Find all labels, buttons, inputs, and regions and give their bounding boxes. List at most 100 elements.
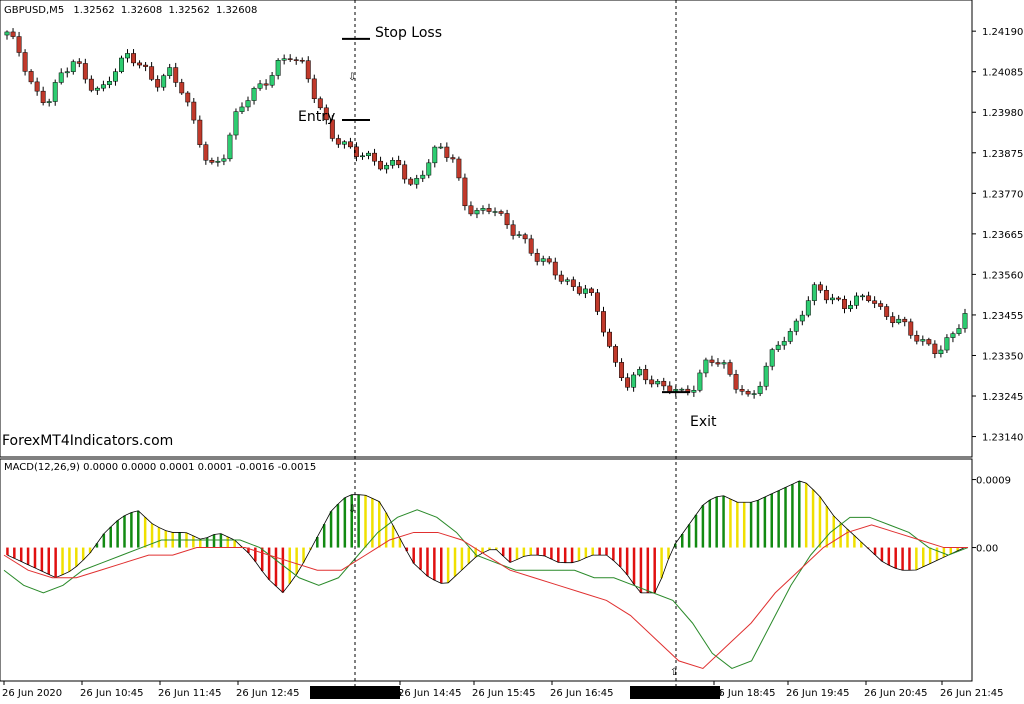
- y-tick-label: 1.23770: [982, 189, 1023, 200]
- x-tick-label: 26 Jun 10:45: [80, 688, 144, 699]
- watermark: ForexMT4Indicators.com: [2, 433, 173, 449]
- up-arrow-icon: ⇧: [670, 667, 678, 678]
- candle-body: [733, 374, 739, 390]
- candle-body: [691, 389, 697, 393]
- candle-body: [119, 57, 124, 72]
- candle-body: [106, 80, 112, 85]
- candle-body: [697, 372, 703, 391]
- candle-body: [588, 288, 594, 293]
- candle-body: [390, 160, 396, 166]
- candle-body: [143, 64, 149, 67]
- price-y-axis: 1.24190 1.24085 1.23980 1.23875 1.23770 1.236…: [972, 27, 1023, 444]
- candle-body: [426, 162, 432, 176]
- exit-label: Exit: [690, 414, 717, 430]
- candle-body: [414, 178, 420, 185]
- candle-body: [233, 111, 239, 136]
- candle-body: [655, 380, 661, 385]
- y-tick-label: 1.23665: [982, 230, 1023, 241]
- stop-loss-marker: [342, 37, 690, 394]
- candle-body: [516, 234, 522, 236]
- candle-body: [703, 359, 709, 374]
- signal-line: [3, 524, 968, 670]
- candle-body: [878, 303, 884, 307]
- candle-body: [829, 297, 835, 301]
- candle-body: [287, 58, 293, 60]
- candle-body: [486, 208, 492, 212]
- candle-body: [215, 160, 221, 163]
- candle-body: [94, 87, 100, 91]
- x-tick-label: 26 Jun 11:45: [158, 688, 222, 699]
- candle-body: [787, 331, 793, 342]
- candle-body: [745, 391, 751, 395]
- candle-body: [372, 152, 377, 162]
- candle-body: [842, 298, 847, 309]
- macd-y-axis: 0.0009 0.00: [972, 476, 1011, 555]
- candle-body: [329, 119, 335, 139]
- candle-body: [125, 53, 130, 59]
- candle-body: [88, 78, 94, 91]
- candle-body: [607, 331, 612, 347]
- candle-body: [558, 274, 564, 282]
- candle-body: [661, 380, 667, 387]
- x-tick-label: 26 Jun 2020: [2, 688, 62, 699]
- x-tick-label: 26 Jun 16:45: [550, 688, 614, 699]
- candle-body: [245, 100, 251, 108]
- candle-body: [926, 339, 932, 345]
- candle-body: [462, 177, 468, 207]
- candle-body: [155, 79, 161, 88]
- y-tick-label: 1.23560: [982, 270, 1023, 281]
- x-tick-label: 26 Jun 14:45: [398, 688, 462, 699]
- candle-body: [311, 78, 317, 99]
- candle-body: [528, 238, 534, 254]
- candle-body: [848, 305, 853, 309]
- candle-body: [570, 279, 576, 287]
- candle-body: [950, 333, 956, 338]
- candle-body: [631, 374, 637, 388]
- time-x-axis: 26 Jun 2020 26 Jun 10:45 26 Jun 11:45 26 Ju…: [2, 681, 1004, 699]
- candle-body: [522, 234, 528, 240]
- macd-header: MACD(12,26,9) 0.0000 0.0000 0.0001 0.000…: [4, 462, 316, 473]
- candle-body: [438, 146, 444, 149]
- candle-body: [100, 84, 106, 89]
- candle-body: [299, 59, 305, 62]
- candle-body: [293, 59, 299, 61]
- candle-body: [179, 82, 185, 94]
- candle-body: [456, 158, 462, 179]
- candle-body: [113, 71, 118, 82]
- y-tick-label: 1.23245: [982, 392, 1023, 403]
- candle-body: [137, 62, 143, 66]
- candle-body: [341, 141, 347, 145]
- candle-body: [167, 67, 173, 76]
- candle-body: [76, 61, 82, 64]
- candle-body: [70, 61, 76, 72]
- candle-body: [854, 295, 859, 306]
- candle-body: [64, 71, 70, 74]
- x-tick-label: 26 Jun 15:45: [472, 688, 536, 699]
- candle-body: [347, 141, 353, 148]
- candle-body: [902, 318, 908, 323]
- entry-label: Entry: [298, 109, 335, 125]
- candle-body: [209, 159, 215, 163]
- candle-body: [281, 58, 287, 61]
- candle-body: [613, 346, 618, 363]
- candle-body: [450, 157, 456, 160]
- candle-body: [727, 362, 733, 375]
- candle-body: [962, 313, 968, 329]
- candle-body: [239, 106, 245, 112]
- candle-body: [444, 146, 450, 158]
- candle-body: [582, 288, 588, 294]
- macd-y-tick-label: 0.00: [976, 544, 998, 555]
- candle-body: [317, 98, 323, 109]
- candle-body: [360, 155, 365, 158]
- candle-body: [28, 71, 34, 83]
- x-tick-label: 26 Jun 19:45: [786, 688, 850, 699]
- candle-body: [932, 343, 938, 355]
- candle-body: [384, 164, 390, 170]
- candle-body: [540, 258, 546, 262]
- candle-body: [595, 292, 600, 312]
- candle-body: [40, 90, 46, 103]
- candle-body: [173, 67, 179, 83]
- candle-body: [191, 101, 197, 121]
- macd-lines-layer: [3, 509, 969, 670]
